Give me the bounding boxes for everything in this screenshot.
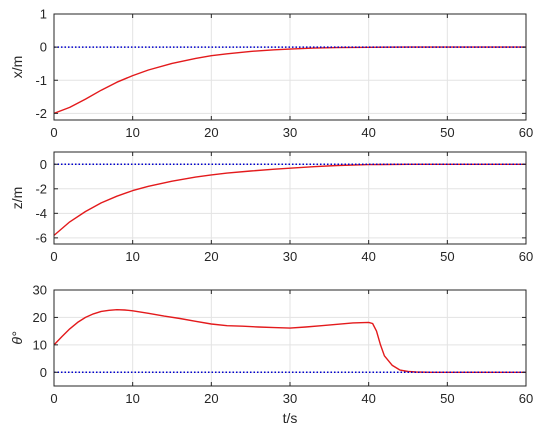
x-tick-label: 10 <box>125 125 139 140</box>
x-tick-label: 60 <box>519 249 533 264</box>
response-line <box>54 309 526 373</box>
x-axis-label: t/s <box>283 410 298 426</box>
x-tick-label: 50 <box>440 125 454 140</box>
x-tick-label: 30 <box>283 391 297 406</box>
y-axis-label: z/m <box>9 187 25 210</box>
x-tick-label: 60 <box>519 391 533 406</box>
y-tick-label: -1 <box>35 73 47 88</box>
x-tick-label: 30 <box>283 125 297 140</box>
y-tick-label: -4 <box>35 206 47 221</box>
y-tick-label: 0 <box>40 40 47 55</box>
y-tick-label: 30 <box>33 283 47 298</box>
y-tick-label: -2 <box>35 181 47 196</box>
x-tick-label: 20 <box>204 125 218 140</box>
x-tick-label: 10 <box>125 391 139 406</box>
y-axis-label: x/m <box>9 56 25 79</box>
x-tick-label: 20 <box>204 391 218 406</box>
x-tick-label: 40 <box>361 249 375 264</box>
y-axis-label: θ° <box>9 331 25 345</box>
x-tick-label: 0 <box>50 249 57 264</box>
x-tick-label: 10 <box>125 249 139 264</box>
y-tick-label: 10 <box>33 337 47 352</box>
x-tick-label: 60 <box>519 125 533 140</box>
y-tick-label: 0 <box>40 365 47 380</box>
theta-angle-chart: 0 10 20 30 40 50 60 0 10 20 30 θ° t/s <box>9 283 533 427</box>
x-tick-label: 50 <box>440 249 454 264</box>
x-tick-label: 40 <box>361 391 375 406</box>
x-position-chart: 0 10 20 30 40 50 60 -2 -1 0 1 x/m <box>9 7 533 141</box>
x-tick-label: 30 <box>283 249 297 264</box>
y-tick-label: -6 <box>35 230 47 245</box>
x-tick-label: 40 <box>361 125 375 140</box>
x-tick-label: 50 <box>440 391 454 406</box>
y-tick-label: 20 <box>33 310 47 325</box>
x-tick-label: 0 <box>50 125 57 140</box>
z-position-chart: 0 10 20 30 40 50 60 -6 -4 -2 0 z/m <box>9 151 533 264</box>
y-tick-label: 1 <box>40 7 47 22</box>
y-tick-label: -2 <box>35 106 47 121</box>
y-tick-label: 0 <box>40 157 47 172</box>
x-tick-label: 20 <box>204 249 218 264</box>
x-tick-label: 0 <box>50 391 57 406</box>
